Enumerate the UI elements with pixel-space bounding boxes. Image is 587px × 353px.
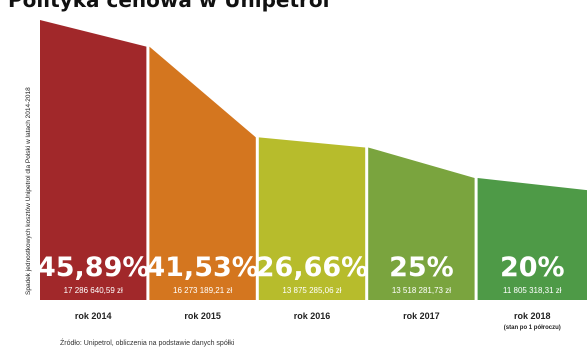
- y-axis-label: Spadek jednostkowych kosztów Unipetrol d…: [25, 87, 32, 295]
- area-bands: [40, 20, 587, 300]
- percent-label-2: 41,53%: [146, 252, 258, 283]
- amount-label-2: 16 273 189,21 zł: [173, 286, 232, 295]
- year-label-1: rok 2014: [75, 311, 112, 321]
- percent-label-1: 45,89%: [37, 252, 149, 283]
- percent-label-3: 26,66%: [256, 252, 368, 283]
- amount-label-1: 17 286 640,59 zł: [64, 286, 123, 295]
- year-note-5: (stan po 1 półroczu): [504, 325, 561, 331]
- year-label-5: rok 2018: [514, 311, 551, 321]
- chart-title: Polityka cenowa w Unipetrol: [8, 0, 329, 12]
- area-band-5: [477, 177, 587, 300]
- area-band-3: [258, 137, 366, 300]
- area-band-4: [368, 147, 475, 300]
- area-band-2: [149, 46, 256, 300]
- area-band-1: [40, 20, 147, 300]
- year-label-3: rok 2016: [294, 311, 331, 321]
- year-label-2: rok 2015: [184, 311, 221, 321]
- footnote: Źródło: Unipetrol, obliczenia na podstaw…: [60, 338, 235, 347]
- year-label-4: rok 2017: [403, 311, 440, 321]
- percent-label-5: 20%: [500, 252, 565, 283]
- amount-label-4: 13 518 281,73 zł: [392, 286, 451, 295]
- amount-label-3: 13 875 285,06 zł: [282, 286, 341, 295]
- percent-label-4: 25%: [389, 252, 454, 283]
- bar-labels: 45,89% 17 286 640,59 zł rok 2014 41,53% 16 2…: [37, 252, 565, 331]
- amount-label-5: 11 805 318,31 zł: [503, 286, 562, 295]
